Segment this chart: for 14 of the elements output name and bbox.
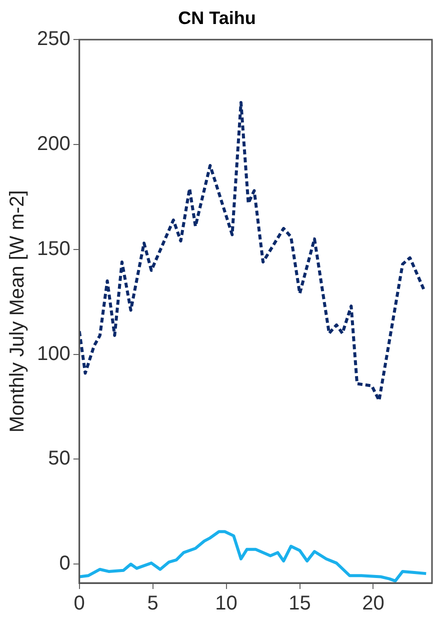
x-tick-label: 10 [215, 592, 238, 615]
x-tick-label: 20 [362, 592, 384, 615]
x-tick-label: 0 [74, 592, 85, 615]
y-tick-label: 100 [36, 342, 70, 365]
y-axis-title: Monthly July Mean [W m-2] [6, 190, 29, 432]
y-tick-label: 250 [36, 28, 70, 50]
y-tick-label: 200 [36, 133, 70, 156]
chart-title: CN Taihu [178, 8, 256, 28]
line-series [79, 101, 426, 402]
y-tick-label: 0 [59, 552, 70, 575]
y-tick-label: 150 [36, 238, 70, 260]
y-tick-label: 50 [48, 448, 70, 470]
x-tick-label: 15 [288, 592, 311, 615]
x-tick-label: 5 [147, 592, 158, 615]
